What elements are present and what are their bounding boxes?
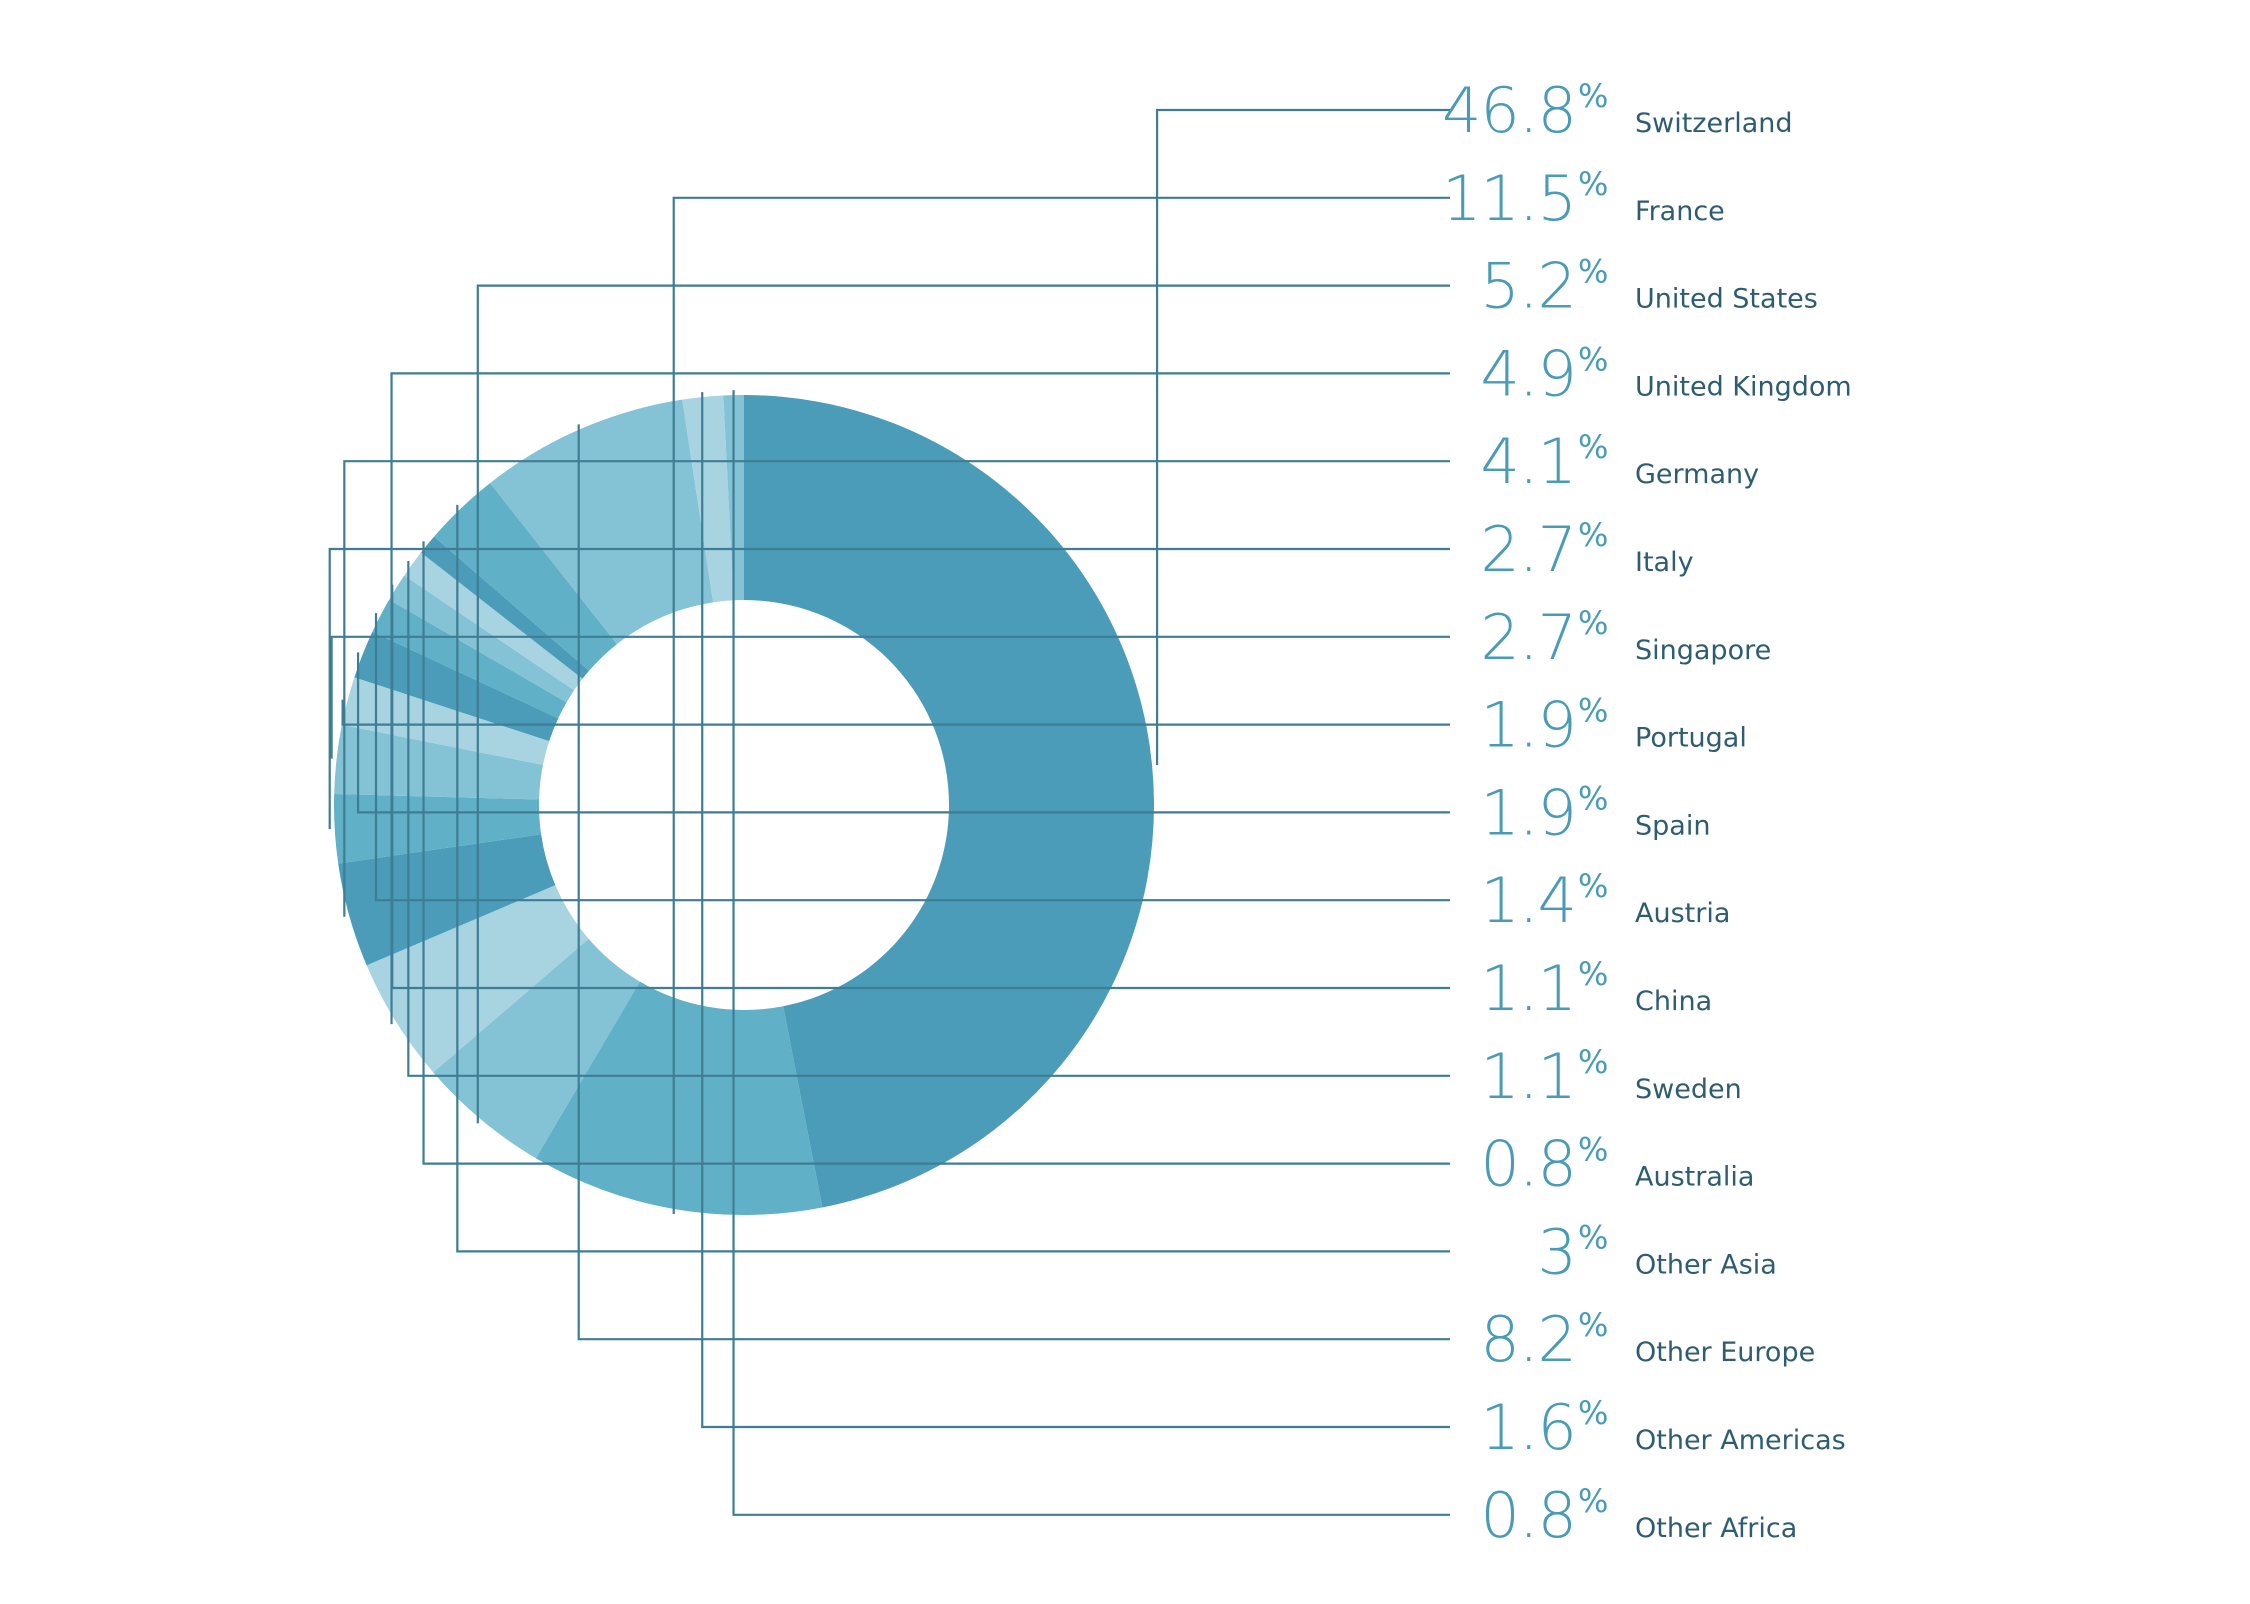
leader-line-united-states xyxy=(476,284,1450,1124)
slice-france xyxy=(535,981,823,1215)
data-label-china: 1.1 xyxy=(1480,952,1576,1025)
percent-sign: % xyxy=(1578,1306,1608,1344)
donut-slices xyxy=(334,395,1155,1215)
leader-line-italy xyxy=(328,547,1450,830)
slice-sweden xyxy=(404,552,583,691)
slice-singapore xyxy=(334,724,543,800)
category-label-other-asia: Other Asia xyxy=(1635,1249,1777,1280)
data-label-sweden: 1.1 xyxy=(1480,1040,1576,1113)
data-label-switzerland: 46.8 xyxy=(1442,74,1576,147)
category-label-other-europe: Other Europe xyxy=(1635,1337,1815,1368)
percent-sign: % xyxy=(1578,604,1608,642)
slice-other-asia xyxy=(434,483,618,671)
percent-sign: % xyxy=(1578,1218,1608,1256)
leader-line-france xyxy=(672,196,1450,1215)
slice-switzerland xyxy=(744,395,1155,1208)
category-label-germany: Germany xyxy=(1635,459,1759,490)
percent-sign: % xyxy=(1578,1482,1608,1520)
data-label-other-asia: 3 xyxy=(1538,1215,1576,1288)
percent-sign: % xyxy=(1578,77,1608,115)
percent-sign: % xyxy=(1578,340,1608,378)
percent-sign: % xyxy=(1578,1043,1608,1081)
percent-sign: % xyxy=(1578,428,1608,466)
data-label-other-americas: 1.6 xyxy=(1480,1391,1576,1464)
category-label-singapore: Singapore xyxy=(1635,635,1771,666)
leader-line-spain xyxy=(356,652,1450,814)
leader-line-australia xyxy=(422,541,1450,1165)
percent-sign: % xyxy=(1578,253,1608,291)
category-label-other-americas: Other Americas xyxy=(1635,1425,1846,1456)
percent-sign: % xyxy=(1578,955,1608,993)
percent-sign: % xyxy=(1578,1394,1608,1432)
data-label-australia: 0.8 xyxy=(1480,1128,1576,1201)
category-label-france: France xyxy=(1635,196,1725,227)
slice-australia xyxy=(420,536,590,679)
data-label-united-kingdom: 4.9 xyxy=(1480,337,1576,410)
data-label-germany: 4.1 xyxy=(1480,425,1576,498)
leader-line-sweden xyxy=(407,560,1450,1077)
category-label-sweden: Sweden xyxy=(1635,1074,1742,1105)
leader-line-other-asia xyxy=(456,504,1450,1253)
data-label-italy: 2.7 xyxy=(1480,513,1576,586)
category-label-other-africa: Other Africa xyxy=(1635,1513,1797,1544)
data-label-portugal: 1.9 xyxy=(1480,689,1576,762)
category-label-portugal: Portugal xyxy=(1635,723,1747,754)
leader-line-austria xyxy=(374,613,1450,902)
leader-line-singapore xyxy=(330,635,1450,759)
data-label-austria: 1.4 xyxy=(1480,864,1576,937)
leader-lines xyxy=(328,108,1450,1516)
slice-united-states xyxy=(433,938,640,1159)
leader-line-switzerland xyxy=(1155,108,1450,766)
legend-labels: 46.8 % Switzerland 11.5 % France 5.2 % United St… xyxy=(1442,74,1852,1552)
leader-line-portugal xyxy=(341,699,1450,726)
category-label-switzerland: Switzerland xyxy=(1635,108,1793,139)
percent-sign: % xyxy=(1578,779,1608,817)
category-label-italy: Italy xyxy=(1635,547,1694,578)
slice-other-americas xyxy=(682,395,734,603)
data-label-singapore: 2.7 xyxy=(1480,601,1576,674)
leader-line-china xyxy=(391,584,1450,990)
leader-line-other-americas xyxy=(701,392,1450,1429)
category-label-spain: Spain xyxy=(1635,810,1710,841)
data-label-other-africa: 0.8 xyxy=(1480,1479,1576,1552)
percent-sign: % xyxy=(1578,692,1608,730)
data-label-spain: 1.9 xyxy=(1480,776,1576,849)
category-label-austria: Austria xyxy=(1635,898,1730,929)
category-label-china: China xyxy=(1635,986,1712,1017)
percent-sign: % xyxy=(1578,867,1608,905)
data-label-united-states: 5.2 xyxy=(1480,250,1576,323)
slice-china xyxy=(389,575,575,703)
leader-line-other-europe xyxy=(577,424,1450,1341)
data-label-france: 11.5 xyxy=(1442,162,1576,235)
category-label-australia: Australia xyxy=(1635,1162,1754,1193)
data-label-other-europe: 8.2 xyxy=(1480,1303,1576,1376)
category-label-united-states: United States xyxy=(1635,284,1818,315)
leader-line-germany xyxy=(343,460,1450,917)
percent-sign: % xyxy=(1578,516,1608,554)
leader-line-other-africa xyxy=(732,390,1450,1516)
category-label-united-kingdom: United Kingdom xyxy=(1635,371,1852,402)
slice-austria xyxy=(372,599,567,719)
slice-portugal xyxy=(341,677,550,765)
percent-sign: % xyxy=(1578,165,1608,203)
percent-sign: % xyxy=(1578,1131,1608,1169)
